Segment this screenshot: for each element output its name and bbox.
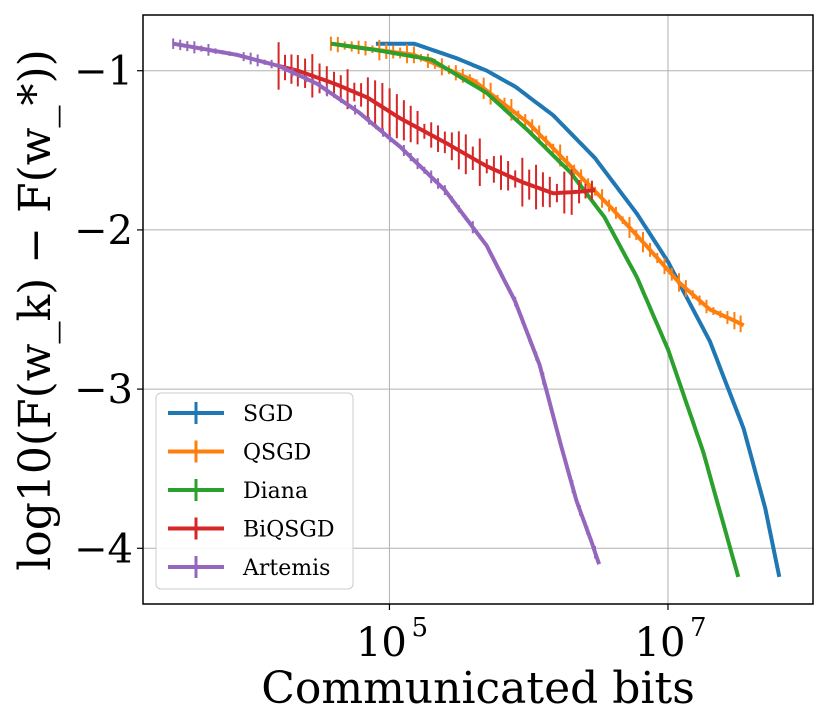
legend-label-biqsgd: BiQSGD bbox=[243, 518, 335, 543]
y-axis-title: log10(F(w_k) − F(w_*)) bbox=[10, 49, 61, 571]
series-layer bbox=[172, 36, 782, 578]
series-artemis bbox=[172, 38, 601, 565]
axis-ticks: 10 5 10 7−1−2−3−4 bbox=[74, 49, 706, 666]
legend-box bbox=[155, 392, 354, 590]
series-biqsgd bbox=[277, 42, 596, 215]
plot-frame bbox=[142, 14, 814, 605]
series-line-diana bbox=[330, 41, 741, 578]
y-tick-label-2: −3 bbox=[74, 367, 133, 413]
x-tick-label-0: 10 bbox=[356, 620, 407, 666]
x-axis-title: Communicated bits bbox=[261, 663, 695, 714]
legend-label-artemis: Artemis bbox=[242, 556, 330, 581]
legend-label-qsgd: QSGD bbox=[243, 441, 311, 466]
x-tick-exponent-0: 5 bbox=[411, 613, 428, 643]
y-tick-label-0: −1 bbox=[74, 49, 133, 95]
legend-label-sgd: SGD bbox=[243, 402, 293, 427]
series-line-sgd bbox=[375, 41, 782, 578]
series-diana bbox=[330, 41, 741, 578]
x-tick-exponent-1: 7 bbox=[690, 613, 707, 643]
legend-label-diana: Diana bbox=[243, 479, 308, 504]
series-line-qsgd bbox=[330, 41, 745, 328]
y-tick-label-1: −2 bbox=[74, 208, 133, 254]
y-tick-label-3: −4 bbox=[74, 526, 133, 572]
series-sgd bbox=[375, 41, 782, 578]
x-tick-label-1: 10 bbox=[635, 620, 686, 666]
legend: SGD QSGD Diana BiQSGD Artemis bbox=[155, 392, 354, 590]
